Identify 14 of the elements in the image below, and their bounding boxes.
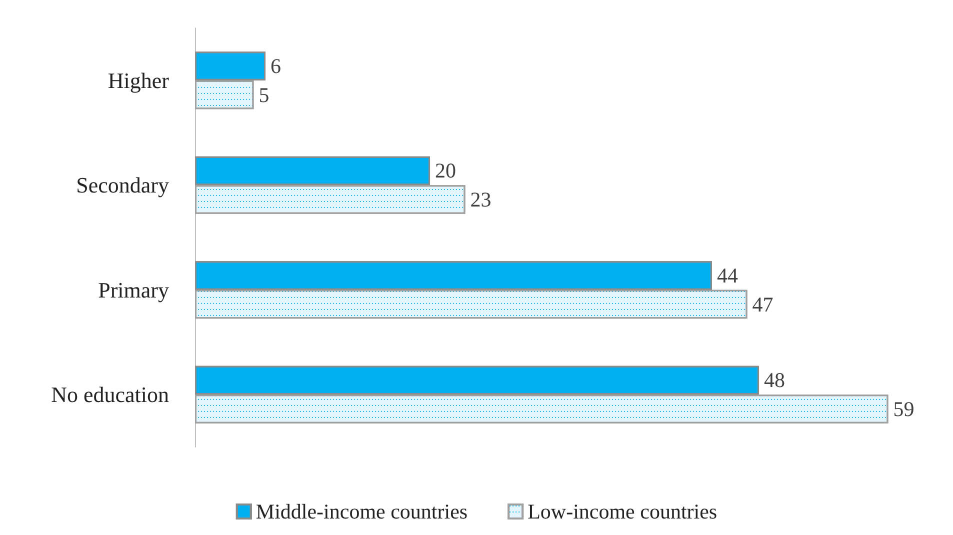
data-label: 59 <box>893 397 914 422</box>
data-label: 23 <box>470 188 492 212</box>
data-label: 48 <box>764 368 785 392</box>
legend-label: Middle-income countries <box>256 500 468 524</box>
y-tick-label: Primary <box>98 277 169 302</box>
y-tick-label: No education <box>51 382 169 408</box>
data-label: 47 <box>752 292 774 316</box>
data-label: 44 <box>717 263 738 288</box>
y-tick-label: Higher <box>108 68 170 93</box>
data-label: 6 <box>270 54 281 78</box>
data-label: 5 <box>258 82 270 107</box>
y-tick-label: Secondary <box>76 172 169 198</box>
data-label: 20 <box>435 158 456 183</box>
legend-label: Low-income countries <box>528 500 718 524</box>
